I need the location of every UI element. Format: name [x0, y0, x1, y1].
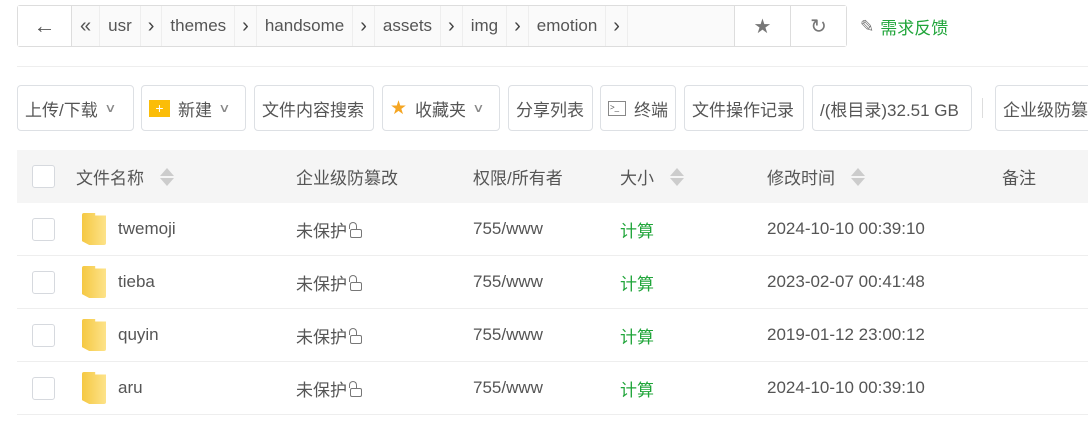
- header-note: 备注: [1002, 169, 1036, 188]
- header-name[interactable]: 文件名称: [76, 150, 174, 203]
- star-icon: ★: [753, 15, 772, 38]
- feedback-link[interactable]: ✎ 需求反馈: [860, 14, 948, 39]
- content-search-label: 文件内容搜索: [262, 100, 364, 120]
- sort-icon: [670, 167, 684, 186]
- file-name[interactable]: aru: [118, 378, 143, 397]
- collapse-icon[interactable]: «: [72, 6, 101, 46]
- tamper-protection-button[interactable]: 企业级防篡: [995, 85, 1088, 131]
- content-search-button[interactable]: 文件内容搜索: [254, 85, 374, 131]
- upload-download-button[interactable]: 上传/下载 ∨: [17, 85, 134, 131]
- modified-time: 2024-10-10 00:39:10: [767, 378, 925, 397]
- chevron-right-icon: ›: [235, 6, 257, 46]
- favorites-label: 收藏夹: [415, 100, 467, 120]
- path-bar: ← « usr › themes › handsome › assets › img › …: [17, 5, 847, 47]
- header-name-label: 文件名称: [76, 169, 144, 188]
- chevron-right-icon: ›: [441, 6, 463, 46]
- folder-icon: [82, 319, 106, 351]
- chevron-down-icon: ∨: [472, 101, 485, 115]
- chevron-down-icon: ∨: [103, 101, 117, 115]
- terminal-icon: >_: [608, 100, 626, 116]
- terminal-label: 终端: [634, 100, 668, 120]
- back-button[interactable]: ←: [18, 6, 72, 46]
- chevron-right-icon: ›: [353, 6, 375, 46]
- chevron-right-icon: ›: [141, 6, 163, 46]
- modified-time: 2024-10-10 00:39:10: [767, 219, 925, 238]
- permission[interactable]: 755/www: [473, 378, 543, 397]
- refresh-icon: ↻: [810, 15, 827, 38]
- table-row[interactable]: quyin 未保护 755/www 计算 2019-01-12 23:00:12: [17, 309, 1088, 362]
- disk-label: /(根目录)32.51 GB: [820, 100, 959, 120]
- share-list-label: 分享列表: [516, 100, 584, 120]
- table-row[interactable]: aru 未保护 755/www 计算 2024-10-10 00:39:10: [17, 362, 1088, 415]
- folder-icon: [82, 266, 106, 298]
- crumb-assets[interactable]: assets: [375, 6, 442, 46]
- protect-status[interactable]: 未保护: [296, 274, 347, 294]
- sort-icon: [160, 167, 174, 186]
- new-label: 新建: [178, 100, 212, 120]
- protect-status[interactable]: 未保护: [296, 380, 347, 400]
- file-name[interactable]: twemoji: [118, 219, 176, 238]
- header-mtime[interactable]: 修改时间: [767, 150, 865, 203]
- modified-time: 2023-02-07 00:41:48: [767, 272, 925, 291]
- table-row[interactable]: twemoji 未保护 755/www 计算 2024-10-10 00:39:…: [17, 203, 1088, 256]
- header-size-label: 大小: [620, 169, 654, 188]
- unlock-icon: [349, 327, 362, 344]
- row-checkbox[interactable]: [32, 217, 55, 241]
- toolbar-separator: [982, 98, 983, 118]
- chevron-right-icon: ›: [606, 6, 628, 46]
- calculate-size-link[interactable]: 计算: [620, 274, 654, 294]
- unlock-icon: [349, 380, 362, 397]
- refresh-button[interactable]: ↻: [790, 6, 846, 46]
- header-mtime-label: 修改时间: [767, 169, 835, 188]
- header-protect: 企业级防篡改: [296, 169, 398, 188]
- file-name[interactable]: quyin: [118, 325, 159, 344]
- crumb-img[interactable]: img: [463, 6, 508, 46]
- favorite-star-button[interactable]: ★: [734, 6, 790, 46]
- row-checkbox[interactable]: [32, 270, 55, 294]
- disk-button[interactable]: /(根目录)32.51 GB: [812, 85, 972, 131]
- row-checkbox[interactable]: [32, 323, 55, 347]
- new-button[interactable]: + 新建 ∨: [141, 85, 246, 131]
- row-checkbox[interactable]: [32, 376, 55, 400]
- edit-note-icon: ✎: [860, 16, 875, 36]
- breadcrumb: « usr › themes › handsome › assets › img › em…: [72, 6, 734, 46]
- folder-icon: [82, 372, 106, 404]
- protect-status[interactable]: 未保护: [296, 327, 347, 347]
- sort-icon: [851, 167, 865, 186]
- permission[interactable]: 755/www: [473, 325, 543, 344]
- protect-status[interactable]: 未保护: [296, 221, 347, 241]
- table-header: 文件名称 企业级防篡改 权限/所有者 大小 修改时间 备注: [17, 150, 1088, 203]
- calculate-size-link[interactable]: 计算: [620, 221, 654, 241]
- permission[interactable]: 755/www: [473, 219, 543, 238]
- permission[interactable]: 755/www: [473, 272, 543, 291]
- select-all-checkbox[interactable]: [32, 165, 55, 188]
- chevron-down-icon: ∨: [218, 101, 231, 115]
- table-row[interactable]: tieba 未保护 755/www 计算 2023-02-07 00:41:48: [17, 256, 1088, 309]
- star-icon: ★: [390, 97, 408, 119]
- new-folder-icon: +: [149, 99, 170, 117]
- crumb-themes[interactable]: themes: [162, 6, 236, 46]
- terminal-button[interactable]: >_ 终端: [600, 85, 676, 131]
- chevron-right-icon: ›: [507, 6, 529, 46]
- unlock-icon: [349, 274, 362, 291]
- calculate-size-link[interactable]: 计算: [620, 380, 654, 400]
- op-log-label: 文件操作记录: [692, 100, 794, 120]
- crumb-handsome[interactable]: handsome: [257, 6, 354, 46]
- header-perm: 权限/所有者: [473, 169, 563, 188]
- crumb-usr[interactable]: usr: [100, 6, 141, 46]
- file-name[interactable]: tieba: [118, 272, 155, 291]
- crumb-emotion[interactable]: emotion: [529, 6, 607, 46]
- divider: [17, 66, 1088, 67]
- tamper-label: 企业级防篡: [1003, 100, 1088, 120]
- folder-icon: [82, 213, 106, 245]
- header-size[interactable]: 大小: [620, 150, 684, 203]
- operation-log-button[interactable]: 文件操作记录: [684, 85, 804, 131]
- share-list-button[interactable]: 分享列表: [508, 85, 593, 131]
- modified-time: 2019-01-12 23:00:12: [767, 325, 925, 344]
- favorites-button[interactable]: ★ 收藏夹 ∨: [382, 85, 500, 131]
- calculate-size-link[interactable]: 计算: [620, 327, 654, 347]
- upload-label: 上传/下载: [25, 100, 98, 120]
- feedback-label: 需求反馈: [880, 19, 949, 38]
- unlock-icon: [349, 221, 362, 238]
